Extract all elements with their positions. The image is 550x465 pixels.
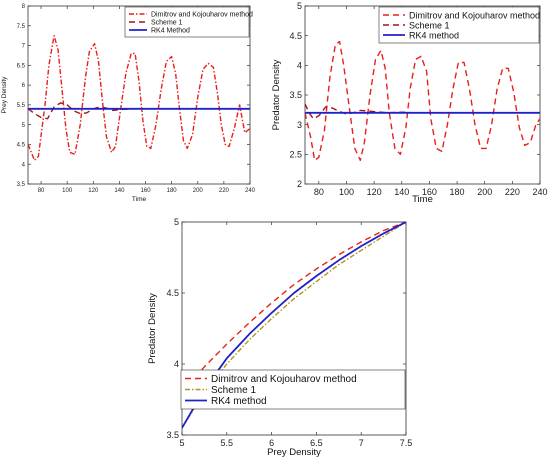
series-line-1 (182, 222, 406, 393)
y-tick-label: 6.5 (17, 63, 26, 69)
legend-label-3: RK4 method (409, 30, 459, 40)
y-tick-label: 2 (297, 179, 302, 189)
x-tick-label: 140 (394, 187, 409, 197)
series-line-1 (305, 40, 540, 162)
chart-3: 5 5.5 6 6.5 7 7.5 3.5 4 4.5 5 Prey Density Predator… (147, 217, 412, 458)
legend-label-1: Dimitrov and Kojouharov method (211, 374, 357, 385)
x-tick-label: 6 (269, 438, 274, 448)
legend-label-3: RK4 method (211, 396, 267, 407)
chart-1: 80 100 120 140 160 180 200 220 240 3.5 4 4.5 5 5.5 6 6.… (1, 4, 256, 203)
legend-box (124, 6, 250, 38)
series-line-1 (28, 35, 250, 162)
x-tick-label: 80 (38, 188, 45, 194)
x-tick-label: 5 (179, 438, 184, 448)
y-tick-label: 3 (297, 120, 302, 130)
x-tick-label: 160 (141, 188, 152, 194)
y-tick-label: 4.5 (289, 31, 302, 41)
legend-box (180, 369, 406, 410)
x-tick-label: 5.5 (221, 438, 234, 448)
legend-box (378, 6, 540, 44)
x-tick-label: 200 (193, 188, 204, 194)
y-tick-label: 4.5 (17, 143, 26, 149)
x-axis-label: Time (132, 196, 147, 203)
legend-label-1: Dimitrov and Kojouharov method (409, 10, 540, 20)
y-axis-label: Predator Density (271, 59, 282, 130)
y-tick-label: 6 (22, 83, 26, 89)
y-axis-label: Prey Density (1, 76, 8, 114)
x-axis-label: Prey Density (267, 447, 321, 458)
x-tick-label: 180 (167, 188, 178, 194)
series-line-2 (28, 102, 250, 120)
x-tick-label: 240 (532, 187, 547, 197)
legend-label-2: Scheme 1 (409, 20, 450, 30)
y-tick-label: 5 (297, 1, 302, 11)
y-tick-label: 4 (174, 359, 179, 369)
y-tick-label: 2.5 (289, 149, 302, 159)
y-tick-label: 5.5 (17, 103, 26, 109)
y-axis-label: Predator Density (147, 293, 158, 364)
y-tick-label: 3.5 (166, 430, 179, 440)
x-tick-label: 6.5 (310, 438, 323, 448)
y-tick-label: 4.5 (166, 288, 179, 298)
y-tick-label: 7 (22, 44, 26, 50)
y-tick-label: 4 (297, 60, 302, 70)
x-tick-label: 100 (339, 187, 354, 197)
x-tick-label: 220 (505, 187, 520, 197)
y-tick-label: 7.5 (17, 24, 26, 30)
x-tick-label: 220 (219, 188, 230, 194)
legend-label-2: Scheme 1 (151, 20, 183, 27)
x-axis-label: Time (412, 194, 433, 205)
x-tick-label: 100 (62, 188, 73, 194)
x-tick-label: 200 (477, 187, 492, 197)
x-tick-label: 240 (245, 188, 256, 194)
x-tick-label: 7.5 (400, 438, 413, 448)
y-tick-label: 8 (22, 4, 26, 10)
legend-label-2: Scheme 1 (211, 385, 256, 396)
y-tick-label: 5 (22, 123, 26, 129)
legend-label-1: Dimitrov and Kojouharov method (151, 12, 253, 19)
x-tick-label: 120 (88, 188, 99, 194)
y-tick-label: 4 (22, 162, 26, 168)
y-tick-label: 5 (174, 217, 179, 227)
x-tick-label: 120 (367, 187, 382, 197)
y-tick-label: 3.5 (289, 90, 302, 100)
x-tick-label: 180 (450, 187, 465, 197)
x-tick-label: 7 (359, 438, 364, 448)
legend-label-3: RK4 Method (151, 28, 190, 35)
chart-2: 80 100 120 140 160 180 200 220 240 2 2.5 3 3.5 4 4.5 5 T… (271, 1, 548, 205)
y-tick-label: 3.5 (17, 182, 26, 188)
x-tick-label: 80 (314, 187, 324, 197)
series-line-3 (182, 222, 406, 429)
x-tick-label: 140 (114, 188, 125, 194)
x-tick-label: 160 (422, 187, 437, 197)
